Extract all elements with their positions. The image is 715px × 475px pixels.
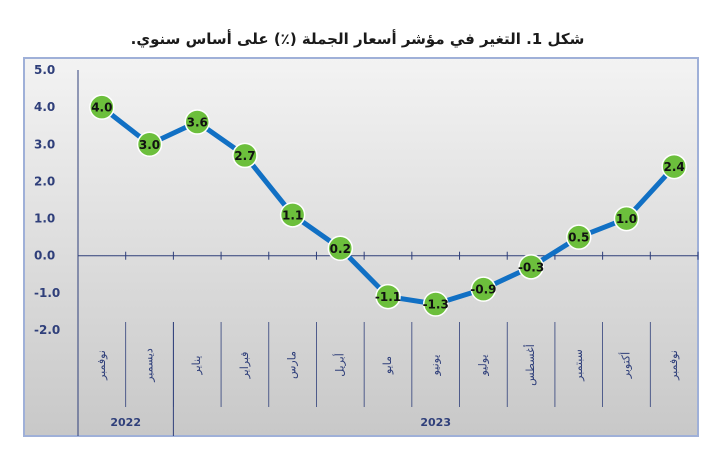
data-point-marker xyxy=(327,235,354,262)
x-tick-label: مايو xyxy=(381,356,394,375)
y-tick-label: -1.0 xyxy=(34,286,60,300)
data-label: 2.4 xyxy=(664,160,685,174)
data-point-marker xyxy=(232,142,258,169)
x-tick-label: سبتمبر xyxy=(572,349,585,382)
y-tick-label: 4.0 xyxy=(34,100,55,114)
x-axis-tick-labels: نوفمبر ديسمبر يناير فبراير مارس أبريل مايو يوني… xyxy=(95,344,680,386)
y-tick-label: 2.0 xyxy=(34,174,55,188)
data-label: 2.7 xyxy=(234,149,255,163)
data-point-marker xyxy=(184,109,210,135)
data-point-marker xyxy=(518,254,544,280)
data-point-marker xyxy=(89,94,115,120)
data-point-marker xyxy=(613,205,640,232)
data-point-marker xyxy=(661,153,687,180)
x-tick-label: نوفمبر xyxy=(667,350,680,381)
y-tick-label: 3.0 xyxy=(34,137,55,151)
data-label: 1.0 xyxy=(616,212,637,226)
y-tick-label: 0.0 xyxy=(34,249,55,263)
x-tick-label: أبريل xyxy=(332,353,346,377)
x-tick-label: مارس xyxy=(286,351,299,379)
plot-frame-border xyxy=(23,57,699,437)
axes xyxy=(77,70,699,436)
chart-title: شكل 1. التغير في مؤشر أسعار الجملة (٪) ع… xyxy=(130,30,585,48)
y-tick-label: 5.0 xyxy=(34,63,55,77)
data-label: 0.2 xyxy=(330,242,351,256)
x-tick-label: أكتوبر xyxy=(618,352,632,379)
data-labels: 4.0 3.0 3.6 2.7 1.1 0.2 -1.1 -1.3 -0.9 -0.3 0.5 1.0… xyxy=(91,101,685,312)
data-label: 3.6 xyxy=(187,116,208,130)
data-point-marker xyxy=(279,202,306,228)
data-label: 1.1 xyxy=(282,208,303,222)
x-tick-label: فبراير xyxy=(238,352,251,380)
y-tick-label: -2.0 xyxy=(34,323,60,337)
x-tick-label: يناير xyxy=(190,356,203,376)
x-tick-label: نوفمبر xyxy=(95,350,108,381)
data-label: -0.9 xyxy=(470,283,496,297)
data-point-marker xyxy=(375,283,401,310)
data-label: 4.0 xyxy=(91,101,112,115)
data-label: 0.5 xyxy=(568,231,589,245)
x-tick-label: أغسطس xyxy=(523,344,537,386)
plot-background xyxy=(24,58,698,436)
data-point-marker xyxy=(136,131,163,158)
year-label: 2022 xyxy=(110,416,141,429)
year-labels: 2022 2023 xyxy=(110,416,451,429)
data-label: 3.0 xyxy=(139,138,160,152)
y-tick-label: 1.0 xyxy=(34,212,55,226)
x-tick-label: يونيو xyxy=(429,355,442,377)
data-label: -1.3 xyxy=(423,298,449,312)
data-label: -1.1 xyxy=(375,290,401,304)
x-tick-label: يوليو xyxy=(476,354,489,376)
y-axis-tick-labels: 5.0 4.0 3.0 2.0 1.0 0.0 -1.0 -2.0 xyxy=(34,63,60,337)
markers xyxy=(89,94,687,317)
x-tick-label: ديسمبر xyxy=(143,348,156,383)
data-point-marker xyxy=(422,291,449,317)
plot-frame xyxy=(23,57,699,437)
data-label: -0.3 xyxy=(518,260,544,274)
data-point-marker xyxy=(470,276,497,302)
year-label: 2023 xyxy=(420,416,451,429)
data-point-marker xyxy=(566,224,592,250)
